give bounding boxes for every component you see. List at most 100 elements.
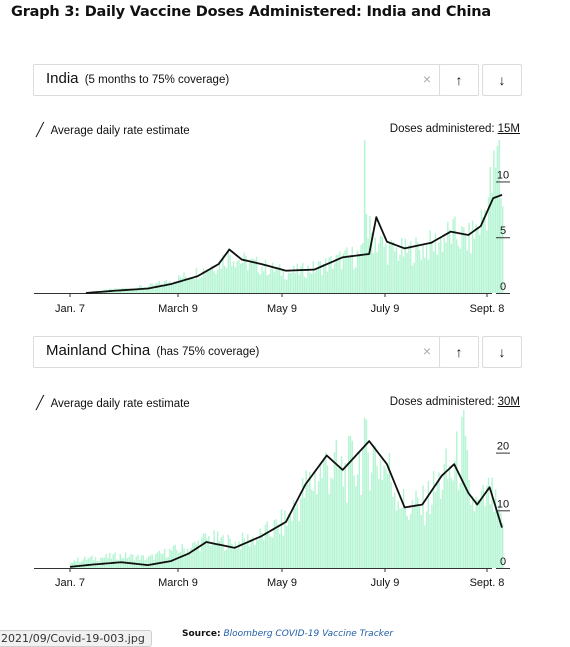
daily-dose-bar — [339, 467, 341, 568]
daily-dose-bar — [204, 533, 207, 568]
daily-dose-bar — [216, 531, 219, 568]
daily-dose-bar — [231, 265, 233, 293]
daily-dose-bar — [225, 549, 228, 568]
daily-dose-bar — [231, 543, 233, 568]
daily-dose-bar — [262, 540, 265, 568]
y-tick-label: 5 — [500, 225, 506, 237]
clear-icon[interactable]: × — [422, 343, 431, 359]
daily-dose-bar — [447, 478, 449, 568]
daily-dose-bar — [324, 258, 327, 293]
daily-dose-bar — [431, 504, 433, 568]
daily-dose-bar — [163, 280, 166, 293]
daily-dose-bar — [245, 255, 247, 293]
daily-dose-bar — [133, 289, 136, 293]
daily-dose-bar — [395, 247, 398, 293]
daily-dose-bar — [286, 525, 288, 568]
daily-dose-bar — [390, 239, 392, 293]
daily-dose-bar — [411, 500, 414, 568]
daily-dose-bar — [243, 252, 245, 293]
daily-dose-bar — [445, 242, 447, 293]
daily-dose-bar — [209, 269, 212, 293]
x-tick-label: Jan. 7 — [55, 577, 85, 589]
daily-dose-bar — [286, 279, 288, 293]
daily-dose-bar — [105, 553, 107, 568]
daily-dose-bar — [486, 485, 488, 568]
daily-dose-bar — [259, 528, 261, 568]
source-label: Source: — [182, 629, 221, 639]
daily-dose-bar — [459, 482, 461, 568]
daily-dose-bar — [498, 140, 501, 293]
daily-dose-bar — [277, 524, 279, 568]
source-link[interactable]: Bloomberg COVID-19 Vaccine Tracker — [223, 629, 394, 639]
y-tick-label: 20 — [497, 441, 509, 453]
daily-dose-bar — [482, 216, 484, 293]
daily-dose-bar — [162, 553, 164, 568]
daily-dose-bar — [234, 541, 237, 568]
daily-dose-bar — [179, 551, 182, 568]
daily-dose-bar — [337, 254, 339, 293]
daily-dose-bar — [471, 495, 474, 568]
daily-dose-bar — [356, 474, 359, 568]
daily-dose-bar — [140, 555, 143, 568]
x-tick-label: July 9 — [371, 303, 400, 315]
daily-dose-bar — [165, 557, 168, 568]
daily-dose-bar — [114, 552, 116, 568]
move-down-button[interactable]: ↓ — [482, 336, 522, 368]
daily-dose-bar — [178, 553, 180, 568]
daily-dose-bar — [344, 463, 346, 568]
arrow-up-icon: ↑ — [455, 72, 463, 88]
daily-dose-bar — [455, 239, 458, 293]
daily-dose-bar — [448, 466, 451, 568]
daily-dose-bar — [280, 509, 283, 568]
daily-dose-bar — [273, 520, 276, 568]
daily-dose-bar — [310, 273, 313, 293]
daily-dose-bar — [209, 545, 212, 568]
daily-dose-bar — [131, 554, 134, 568]
daily-dose-bar — [360, 494, 362, 568]
move-up-button[interactable]: ↑ — [439, 336, 479, 368]
daily-dose-bar — [271, 537, 274, 568]
daily-dose-bar — [480, 490, 483, 568]
daily-dose-bar — [443, 237, 446, 293]
daily-dose-bar — [257, 272, 260, 293]
doses-unit: 30M — [497, 396, 520, 408]
daily-dose-bar — [365, 419, 368, 568]
country-label: India (5 months to 75% coverage) — [46, 70, 230, 87]
daily-dose-bar — [496, 511, 499, 568]
move-down-button[interactable]: ↓ — [482, 64, 522, 96]
china-chart: Jan. 7 March 9 May 9 July 9 Sept. 8 0 10 20 — [34, 410, 510, 589]
daily-dose-bar — [500, 198, 502, 293]
daily-dose-bar — [448, 229, 451, 293]
clear-icon[interactable]: × — [422, 71, 431, 87]
daily-dose-bar — [443, 463, 446, 568]
daily-dose-bar — [204, 273, 207, 293]
move-up-button[interactable]: ↑ — [439, 64, 479, 96]
daily-dose-bar — [370, 232, 373, 293]
daily-dose-bar — [80, 561, 83, 568]
daily-dose-bar — [468, 222, 470, 293]
daily-dose-bar — [378, 243, 380, 293]
daily-dose-bar — [330, 256, 332, 293]
daily-dose-bar — [243, 538, 245, 568]
daily-dose-bar — [432, 470, 435, 568]
daily-dose-bar — [381, 480, 384, 568]
x-tick-label: Sept. 8 — [470, 577, 505, 589]
daily-dose-bar — [289, 516, 291, 568]
country-search-field[interactable]: India (5 months to 75% coverage) × — [33, 64, 466, 96]
daily-dose-bar — [312, 261, 315, 293]
daily-dose-bar — [91, 555, 93, 568]
file-tab[interactable]: 2021/09/Covid-19-003.jpg — [0, 630, 152, 647]
daily-dose-bar — [362, 243, 364, 293]
country-note: (has 75% coverage) — [156, 346, 260, 358]
daily-dose-bar — [298, 521, 300, 568]
daily-dose-bar — [347, 255, 350, 293]
daily-dose-bar — [257, 539, 260, 568]
daily-dose-bar — [183, 272, 185, 293]
daily-dose-bar — [128, 289, 130, 293]
daily-dose-bar — [340, 456, 343, 568]
bar-series — [70, 410, 504, 568]
country-search-field[interactable]: Mainland China (has 75% coverage) × — [33, 336, 466, 368]
daily-dose-bar — [238, 541, 240, 568]
daily-dose-bar — [317, 481, 320, 568]
daily-dose-bar — [108, 552, 111, 568]
